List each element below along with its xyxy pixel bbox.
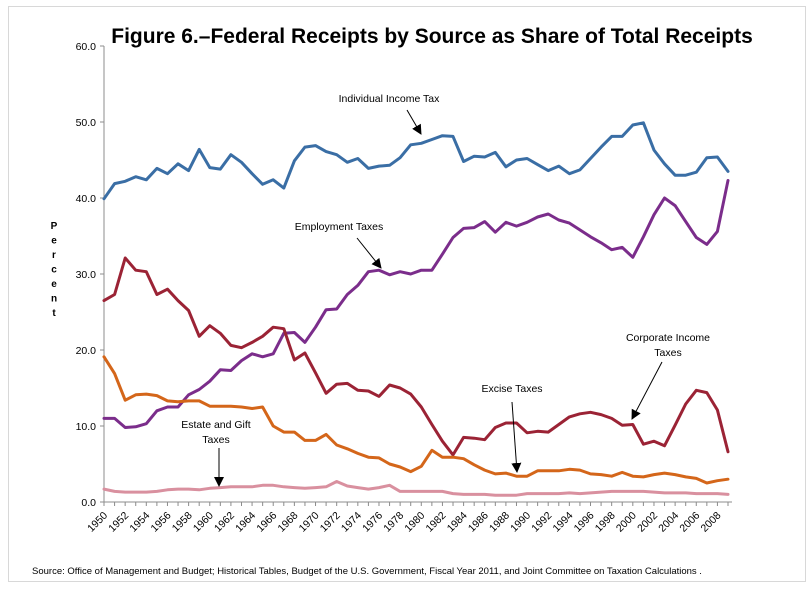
x-tick-label: 1988 — [487, 510, 512, 535]
x-tick-label: 1990 — [508, 510, 533, 535]
individual-income-tax-line — [102, 121, 730, 201]
x-tick-label: 1996 — [572, 510, 597, 535]
x-tick-label: 1982 — [424, 510, 449, 535]
x-tick-label: 1978 — [381, 510, 406, 535]
y-tick-label: 60.0 — [76, 41, 97, 53]
y-axis-label-letter: t — [52, 308, 56, 319]
y-axis-label-letter: n — [51, 294, 57, 305]
x-tick-label: 2002 — [635, 510, 660, 535]
x-tick-label: 1956 — [149, 510, 174, 535]
x-tick-label: 1968 — [275, 510, 300, 535]
annotation-individual-income-tax-arrow — [406, 109, 422, 135]
y-axis-label-letter: c — [51, 265, 57, 276]
y-tick-label: 20.0 — [76, 345, 97, 357]
annotation-excise-taxes-text: Excise Taxes — [481, 383, 542, 395]
annotation-corporate-income-taxes-text: Taxes — [654, 347, 681, 359]
x-tick-label: 2004 — [656, 510, 681, 535]
annotation-estate-and-gift-taxes-text: Estate and Gift — [181, 419, 251, 431]
x-tick-label: 1972 — [318, 510, 343, 535]
x-tick-label: 1954 — [127, 510, 152, 535]
y-tick-label: 0.0 — [81, 497, 96, 509]
x-tick-label: 1960 — [191, 510, 216, 535]
x-tick-label: 1952 — [106, 510, 131, 535]
x-tick-label: 1964 — [233, 510, 258, 535]
x-tick-label: 1976 — [360, 510, 385, 535]
y-axis-label-letter: P — [51, 221, 58, 232]
annotation-individual-income-tax-text: Individual Income Tax — [339, 93, 441, 105]
y-axis-label-letter: r — [52, 250, 56, 261]
x-tick-label: 1958 — [170, 510, 195, 535]
y-tick-label: 30.0 — [76, 269, 97, 281]
x-tick-label: 1998 — [593, 510, 618, 535]
x-tick-label: 1994 — [550, 510, 575, 535]
chart-frame — [8, 6, 806, 582]
annotation-estate-and-gift-taxes-text: Taxes — [202, 434, 229, 446]
annotation-employment-taxes-text: Employment Taxes — [295, 221, 384, 233]
y-axis-label-letter: e — [51, 279, 57, 290]
x-tick-label: 2008 — [699, 510, 724, 535]
x-tick-label: 1966 — [254, 510, 279, 535]
annotation-employment-taxes-arrow — [356, 237, 382, 269]
annotations: Individual Income Tax Employment Taxes Cor… — [181, 93, 710, 487]
x-tick-label: 1950 — [85, 510, 110, 535]
chart-title: Figure 6.–Federal Receipts by Source as … — [111, 25, 753, 48]
x-tick-label: 2006 — [677, 510, 702, 535]
y-tick-label: 40.0 — [76, 193, 97, 205]
y-tick-label: 10.0 — [76, 421, 97, 433]
annotation-corporate-income-taxes-text: Corporate Income — [626, 332, 710, 344]
x-tick-label: 1984 — [445, 510, 470, 535]
y-tick-label: 50.0 — [76, 117, 97, 129]
x-tick-label: 1962 — [212, 510, 237, 535]
series-group — [102, 121, 730, 497]
x-tick-label: 1970 — [297, 510, 322, 535]
excise-taxes-line — [102, 355, 730, 485]
x-tick-label: 1974 — [339, 510, 364, 535]
axes: 0.010.020.030.040.050.060.01950195219541… — [76, 41, 732, 535]
employment-taxes-line — [102, 179, 730, 429]
annotation-corporate-income-taxes-arrow — [631, 361, 663, 420]
x-tick-label: 1992 — [529, 510, 554, 535]
x-tick-label: 1986 — [466, 510, 491, 535]
annotation-excise-taxes-arrow — [511, 401, 522, 473]
corporate-income-taxes-line — [102, 256, 730, 457]
source-note: Source: Office of Management and Budget;… — [32, 566, 702, 577]
y-axis-label-letter: e — [51, 236, 57, 247]
x-tick-label: 1980 — [402, 510, 427, 535]
x-tick-label: 2000 — [614, 510, 639, 535]
estate-and-gift-taxes-line — [102, 480, 730, 497]
